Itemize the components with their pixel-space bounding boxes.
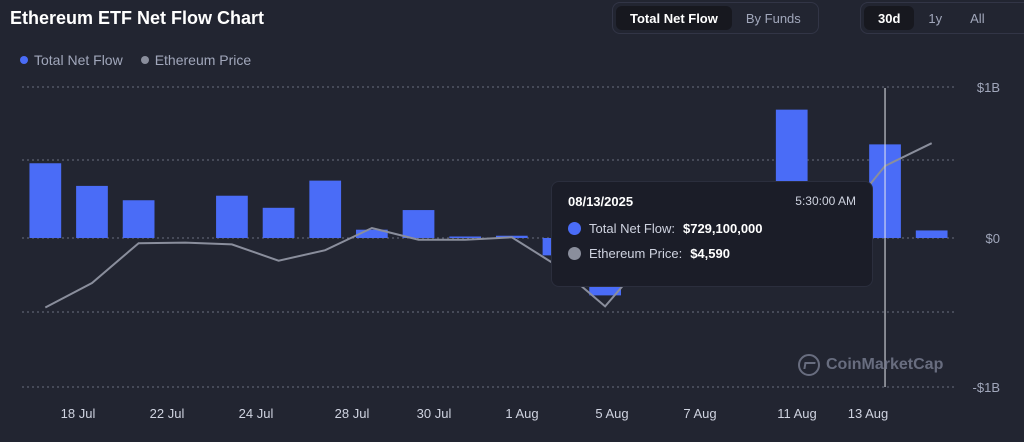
legend-label: Total Net Flow: [34, 52, 123, 68]
tooltip-price-label: Ethereum Price:: [589, 246, 683, 261]
flow-bar[interactable]: [122, 200, 155, 238]
legend-dot-icon: [20, 56, 28, 64]
price-dot-icon: [568, 247, 581, 260]
x-tick-label: 24 Jul: [239, 406, 274, 421]
chart-title: Ethereum ETF Net Flow Chart: [10, 8, 265, 28]
flow-bar[interactable]: [402, 210, 435, 238]
x-tick-label: 11 Aug: [777, 406, 817, 421]
flow-bar[interactable]: [76, 185, 108, 238]
legend-item-eth-price[interactable]: Ethereum Price: [140, 52, 252, 68]
flow-dot-icon: [568, 222, 581, 235]
range-toggle: 30d 1y All: [860, 2, 1024, 34]
range-30d[interactable]: 30d: [864, 6, 915, 30]
tooltip-price-value: $4,590: [690, 246, 730, 261]
x-tick-label: 28 Jul: [335, 406, 370, 421]
tooltip-time: 5:30:00 AM: [795, 194, 856, 208]
watermark: CoinMarketCap: [798, 354, 943, 376]
x-tick-label: 22 Jul: [150, 406, 185, 421]
y-tick-label: -$1B: [973, 380, 1000, 395]
tab-total-net-flow[interactable]: Total Net Flow: [616, 6, 732, 30]
legend-label: Ethereum Price: [154, 52, 252, 68]
range-all[interactable]: All: [970, 10, 985, 26]
tooltip-date: 08/13/2025: [568, 194, 634, 209]
range-1y[interactable]: 1y: [928, 10, 943, 26]
watermark-text: CoinMarketCap: [826, 356, 944, 373]
flow-bar[interactable]: [309, 180, 342, 238]
x-tick-label: 1 Aug: [505, 406, 538, 421]
tab-by-funds[interactable]: By Funds: [745, 10, 801, 26]
y-tick-label: $0: [986, 231, 1000, 246]
x-tick-label: 30 Jul: [417, 406, 452, 421]
x-tick-label: 5 Aug: [595, 406, 628, 421]
y-tick-label: $1B: [977, 80, 1000, 95]
tooltip-flow-label: Total Net Flow:: [589, 221, 675, 236]
flow-bar[interactable]: [216, 195, 248, 238]
x-tick-label: 18 Jul: [61, 406, 96, 421]
x-tick-label: 7 Aug: [683, 406, 716, 421]
legend-dot-icon: [140, 56, 149, 64]
view-toggle: Total Net Flow By Funds: [612, 2, 819, 34]
flow-bar[interactable]: [262, 207, 295, 238]
coinmarketcap-logo-icon: [798, 354, 820, 376]
flow-bar[interactable]: [449, 236, 482, 238]
flow-bar[interactable]: [29, 163, 62, 238]
flow-bar[interactable]: [356, 229, 388, 238]
chart-tooltip: 08/13/2025 5:30:00 AM Total Net Flow: $7…: [551, 181, 873, 287]
flow-bar[interactable]: [915, 230, 948, 238]
x-tick-label: 13 Aug: [848, 406, 889, 421]
chart-legend: Total Net Flow Ethereum Price: [20, 52, 251, 68]
tooltip-flow-value: $729,100,000: [682, 221, 763, 236]
legend-item-net-flow[interactable]: Total Net Flow: [20, 52, 123, 68]
